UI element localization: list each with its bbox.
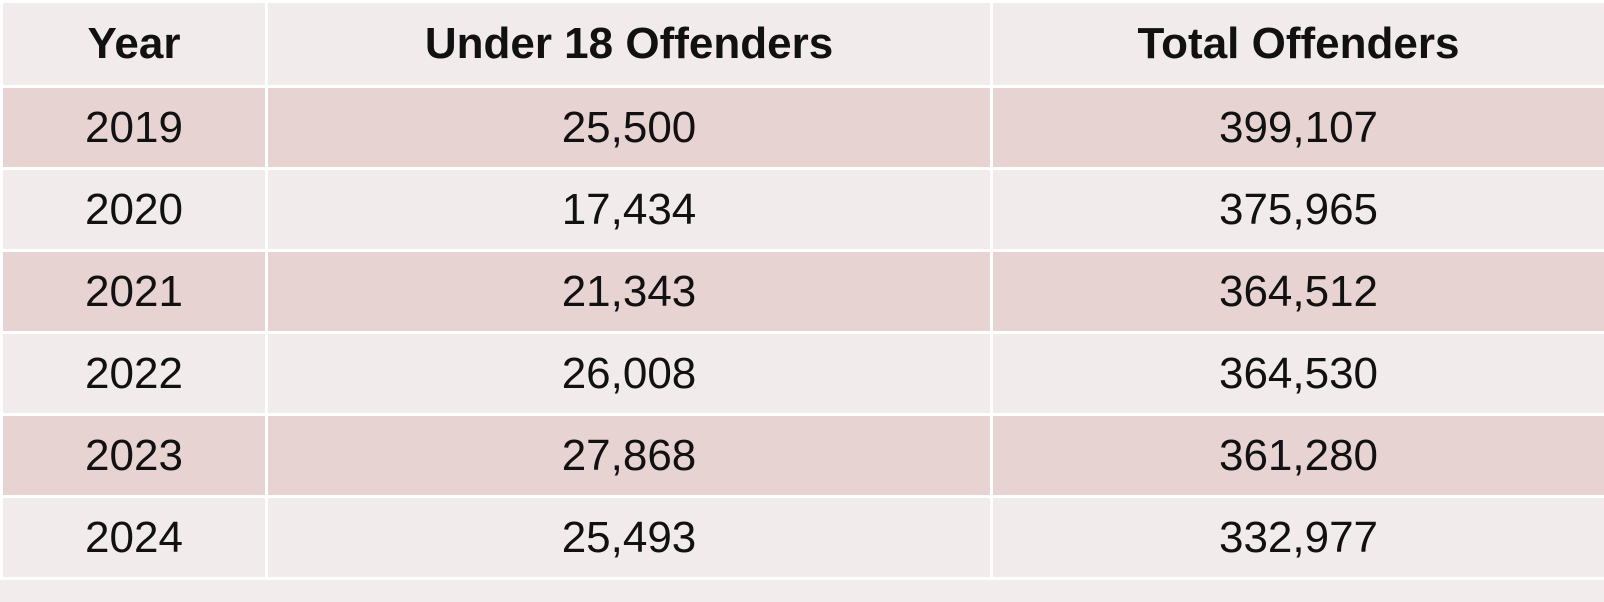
table-cell: 361,280 [990, 413, 1604, 498]
header-row: Year Under 18 Offenders Total Offenders [0, 0, 1604, 88]
table-row: 2021 21,343 364,512 [0, 249, 1604, 334]
table-cell: 2024 [0, 495, 268, 580]
header-cell: Under 18 Offenders [265, 0, 993, 88]
table-cell: 25,493 [265, 495, 993, 580]
table-row: 2024 25,493 332,977 [0, 495, 1604, 580]
table-cell: 364,530 [990, 331, 1604, 416]
header-cell: Total Offenders [990, 0, 1604, 88]
table-cell: 21,343 [265, 249, 993, 334]
table-row: 2023 27,868 361,280 [0, 413, 1604, 498]
table-cell: 364,512 [990, 249, 1604, 334]
data-table: Year Under 18 Offenders Total Offenders 20… [0, 0, 1604, 580]
table-cell: 375,965 [990, 167, 1604, 252]
table-cell: 2023 [0, 413, 268, 498]
table-cell: 332,977 [990, 495, 1604, 580]
table-row: 2022 26,008 364,530 [0, 331, 1604, 416]
table-cell: 26,008 [265, 331, 993, 416]
header-cell: Year [0, 0, 268, 88]
table-cell: 25,500 [265, 85, 993, 170]
table-row: 2020 17,434 375,965 [0, 167, 1604, 252]
table-cell: 2020 [0, 167, 268, 252]
table-cell: 2019 [0, 85, 268, 170]
table-cell: 2021 [0, 249, 268, 334]
table-cell: 17,434 [265, 167, 993, 252]
table-row: 2019 25,500 399,107 [0, 85, 1604, 170]
table-cell: 27,868 [265, 413, 993, 498]
table-cell: 2022 [0, 331, 268, 416]
table-cell: 399,107 [990, 85, 1604, 170]
